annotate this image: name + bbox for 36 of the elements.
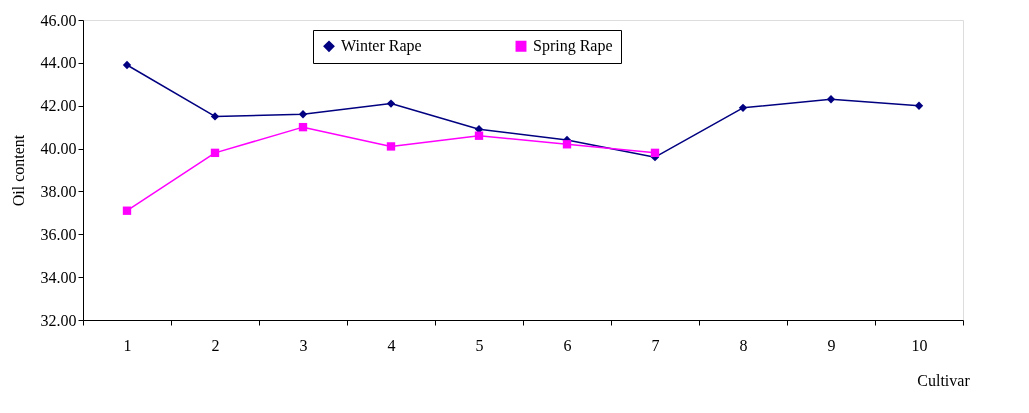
y-tick-label: 36.00 <box>40 225 77 243</box>
point <box>122 206 132 215</box>
point <box>914 101 924 110</box>
legend-label: Winter Rape <box>341 37 422 56</box>
point <box>738 103 748 113</box>
point <box>386 99 396 108</box>
x-tick-label: 10 <box>911 336 928 354</box>
point <box>386 142 396 151</box>
point <box>562 140 572 149</box>
y-tick-label: 34.00 <box>40 268 77 286</box>
x-tick-label: 9 <box>827 336 836 354</box>
y-tick-label: 32.00 <box>40 311 77 329</box>
x-tick-label: 6 <box>563 336 572 354</box>
x-tick-label: 3 <box>299 336 308 354</box>
x-tick-label: 4 <box>387 336 396 354</box>
y-tick-label: 44.00 <box>40 54 77 72</box>
point <box>298 110 308 119</box>
y-tick-label: 42.00 <box>40 97 77 115</box>
y-tick-label: 38.00 <box>40 182 77 200</box>
point <box>826 95 836 104</box>
point <box>210 112 220 121</box>
x-tick-label: 7 <box>651 336 660 354</box>
x-tick-label: 5 <box>475 336 484 354</box>
x-tick-label: 2 <box>211 336 220 354</box>
point <box>650 148 660 158</box>
y-axis-title: Oil content <box>9 134 27 207</box>
point <box>122 60 132 70</box>
legend-label: Spring Rape <box>533 37 613 56</box>
point <box>298 122 308 132</box>
point <box>210 148 220 158</box>
x-axis-title: Cultivar <box>917 371 971 389</box>
point <box>474 131 484 140</box>
y-tick-label: 46.00 <box>40 11 77 29</box>
x-tick-label: 1 <box>123 336 132 354</box>
y-tick-label: 40.00 <box>40 140 77 158</box>
x-tick-label: 8 <box>739 336 748 354</box>
